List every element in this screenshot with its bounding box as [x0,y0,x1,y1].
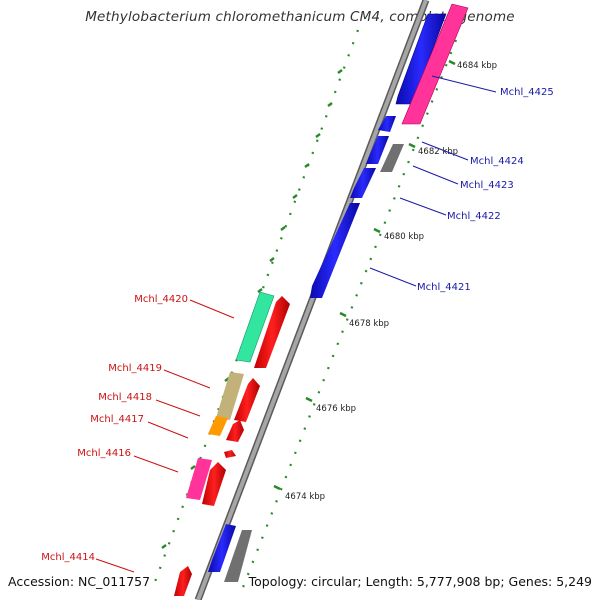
cog-gray-4424 [380,144,404,172]
cog-gray-lower [224,530,252,582]
cds-mchl-4419[interactable] [234,378,260,422]
cog-khaki-4419 [216,372,244,420]
gene-label-mchl-4425[interactable]: Mchl_4425 [500,87,554,98]
cds-mchl-4424[interactable] [366,136,389,164]
gene-label-mchl-4424[interactable]: Mchl_4424 [470,156,524,167]
reverse-labels: Mchl_4420 Mchl_4419 Mchl_4418 Mchl_4417 … [41,294,188,563]
scale-label-4678: 4678 kbp [349,319,389,329]
gene-label-mchl-4414[interactable]: Mchl_4414 [41,552,95,563]
cog-pink-4425 [401,3,469,125]
cds-mchl-4422[interactable] [310,203,360,298]
scale-labels: 4684 kbp 4682 kbp 4680 kbp 4678 kbp 4676… [285,61,497,502]
cog-green-4420 [235,291,275,363]
gene-label-mchl-4416[interactable]: Mchl_4416 [77,448,131,459]
reverse-label-leaders [95,299,235,573]
scale-label-4674: 4674 kbp [285,492,325,502]
scale-label-4682: 4682 kbp [418,147,458,157]
reverse-cds-track [174,296,290,596]
forward-labels: Mchl_4425 Mchl_4424 Mchl_4423 Mchl_4422 … [417,87,554,293]
gene-label-mchl-4420[interactable]: Mchl_4420 [134,294,188,305]
cds-mchl-4418[interactable] [226,420,244,442]
cds-small-4425b[interactable] [378,116,396,132]
scale-ticks [273,59,456,491]
gene-label-mchl-4417[interactable]: Mchl_4417 [90,414,144,425]
scale-label-4680: 4680 kbp [384,232,424,242]
cog-pink-4416 [186,458,212,500]
map-title: Methylobacterium chloromethanicum CM4, c… [85,9,515,25]
cds-mchl-4414[interactable] [174,566,192,596]
cds-blue-lower[interactable] [208,524,236,572]
cds-mchl-4417[interactable] [224,450,236,458]
gene-label-mchl-4418[interactable]: Mchl_4418 [98,392,152,403]
cog-orange-4418 [208,416,228,436]
gene-label-mchl-4419[interactable]: Mchl_4419 [108,363,162,374]
cds-mchl-4416[interactable] [202,462,226,506]
gene-label-mchl-4422[interactable]: Mchl_4422 [447,211,501,222]
scale-label-4684: 4684 kbp [457,61,497,71]
forward-label-leaders [369,75,497,287]
cds-mchl-4423[interactable] [350,168,376,198]
accession-label: Accession: NC_011757 [8,574,151,589]
gene-label-mchl-4423[interactable]: Mchl_4423 [460,180,514,191]
scale-label-4676: 4676 kbp [316,404,356,414]
cds-mchl-4420[interactable] [254,296,290,368]
gene-label-mchl-4421[interactable]: Mchl_4421 [417,282,471,293]
genome-summary: Topology: circular; Length: 5,777,908 bp… [248,574,592,589]
forward-cds-track [208,13,447,572]
left-tick-marks [161,69,343,549]
cds-mchl-4425[interactable] [395,13,447,105]
